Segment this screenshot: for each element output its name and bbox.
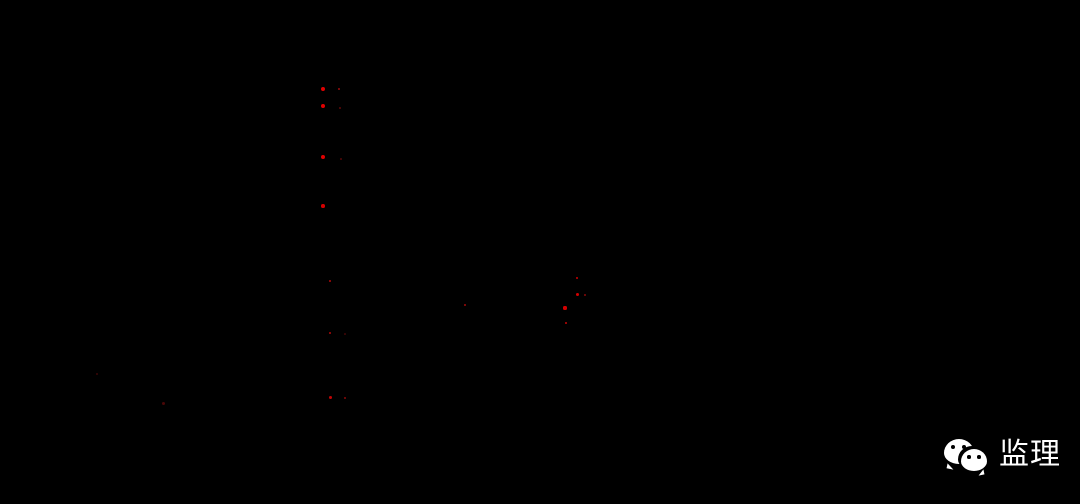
marker-6 — [340, 158, 342, 160]
marker-2 — [337, 87, 341, 91]
marker-18 — [564, 321, 568, 325]
marker-13 — [463, 303, 467, 307]
marker-12 — [343, 396, 347, 400]
watermark-label: 监理 — [999, 437, 1061, 472]
marker-17 — [563, 306, 567, 310]
wechat-bubble-small — [961, 449, 987, 471]
marker-20 — [161, 401, 165, 405]
marker-7 — [321, 204, 325, 208]
marker-4 — [339, 107, 341, 109]
marker-10 — [344, 333, 346, 335]
wechat-eye-large-left — [951, 445, 955, 449]
marker-14 — [575, 276, 579, 280]
marker-19 — [95, 372, 99, 376]
wechat-watermark: 监理 — [944, 437, 1061, 473]
wechat-eye-small-right — [977, 455, 981, 459]
marker-16 — [583, 293, 587, 297]
wechat-logo-icon — [944, 437, 990, 473]
marker-1 — [321, 87, 325, 91]
marker-9 — [328, 331, 332, 335]
marker-8 — [328, 279, 332, 283]
marker-5 — [321, 155, 325, 159]
marker-3 — [321, 104, 325, 108]
marker-15 — [575, 292, 579, 296]
wechat-eye-large-right — [962, 445, 966, 449]
marker-11 — [328, 395, 332, 399]
wechat-eye-small-left — [967, 455, 971, 459]
